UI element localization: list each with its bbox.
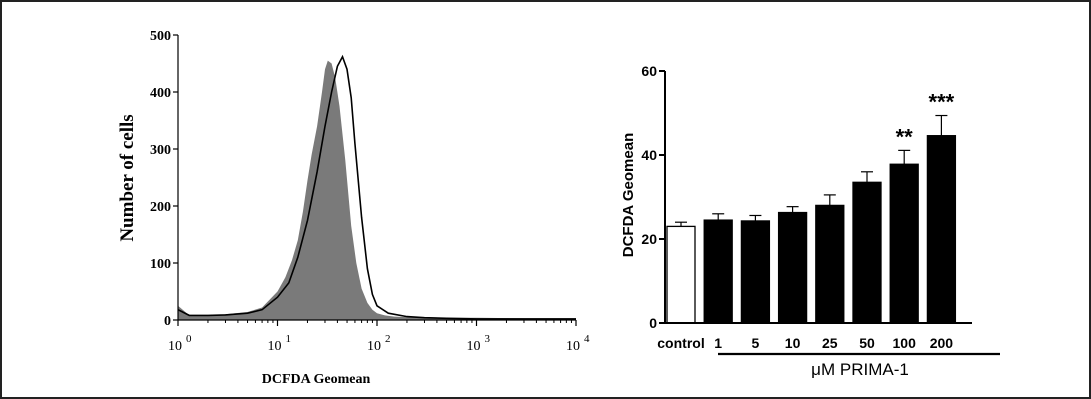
bar-chart-y-tick-label: 0	[649, 315, 657, 331]
category-label: 50	[859, 335, 875, 351]
histogram-y-axis-label: Number of cells	[117, 114, 138, 241]
histogram-x-tick-label: 10	[367, 339, 381, 354]
bar-chart-y-tick-label: 20	[641, 231, 657, 247]
histogram-x-tick-exponent: 0	[186, 333, 192, 345]
histogram-y-tick-label: 100	[150, 257, 171, 272]
bar	[666, 225, 696, 324]
prima-group-label: μM PRIMA-1	[811, 360, 909, 379]
bar	[889, 163, 919, 324]
bar-chart-y-tick-label: 40	[641, 147, 657, 163]
histogram-x-tick-label: 10	[566, 339, 580, 354]
bar	[926, 135, 957, 324]
bar	[740, 220, 771, 324]
histogram-y-tick-label: 400	[150, 86, 171, 101]
histogram-x-tick-label: 10	[268, 339, 282, 354]
bar	[852, 181, 882, 324]
bar-chart-category-labels: control 1 5 10 25 50 100 200	[657, 335, 953, 351]
significance-label: **	[896, 124, 914, 149]
significance-label: ***	[929, 90, 955, 115]
bar-chart-y-tick-label: 60	[641, 63, 657, 79]
category-label: 1	[714, 335, 722, 351]
histogram-filled-series	[178, 60, 576, 320]
histogram-x-tick-exponent: 2	[385, 333, 391, 345]
histogram-x-tick-exponent: 3	[485, 333, 491, 345]
histogram-x-axis-label: DCFDA Geomean	[262, 372, 371, 387]
category-label: 25	[822, 335, 838, 351]
bar-chart-y-ticks: 0 20 40 60	[641, 63, 665, 331]
bar-chart-y-axis-label: DCFDA Geomean	[620, 133, 637, 257]
bar	[815, 204, 845, 324]
histogram-x-tick-label: 10	[467, 339, 481, 354]
bar	[703, 219, 733, 324]
histogram-y-tick-label: 500	[150, 29, 171, 44]
histogram-x-tick-exponent: 1	[286, 333, 292, 345]
histogram-y-tick-label: 300	[150, 143, 171, 158]
histogram-y-ticks: 0 100 200 300 400 500	[150, 29, 178, 329]
category-label: 100	[893, 335, 917, 351]
category-label: control	[657, 335, 704, 351]
histogram-x-tick-exponent: 4	[584, 333, 590, 345]
histogram-x-tick-label: 10	[168, 339, 182, 354]
bar-chart-marks: *****	[666, 90, 957, 324]
category-label: 5	[752, 335, 760, 351]
bar	[777, 211, 808, 324]
histogram-x-ticks: 10 0 10 1 10 2 10 3 10 4	[168, 320, 590, 354]
histogram-outline-series	[177, 54, 576, 320]
histogram-y-tick-label: 0	[164, 314, 171, 329]
category-label: 200	[930, 335, 954, 351]
category-label: 10	[785, 335, 801, 351]
histogram-y-tick-label: 200	[150, 200, 171, 215]
